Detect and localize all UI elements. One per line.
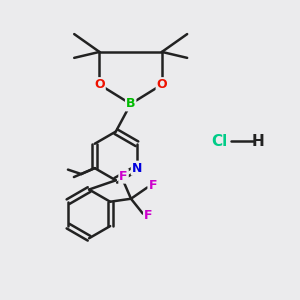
- Text: B: B: [126, 98, 135, 110]
- Text: O: O: [157, 78, 167, 91]
- Text: N: N: [132, 162, 142, 175]
- Text: F: F: [119, 170, 128, 183]
- Text: F: F: [144, 209, 152, 223]
- Text: O: O: [94, 78, 105, 91]
- Text: F: F: [148, 178, 157, 192]
- Text: Cl: Cl: [212, 134, 228, 148]
- Text: H: H: [252, 134, 265, 148]
